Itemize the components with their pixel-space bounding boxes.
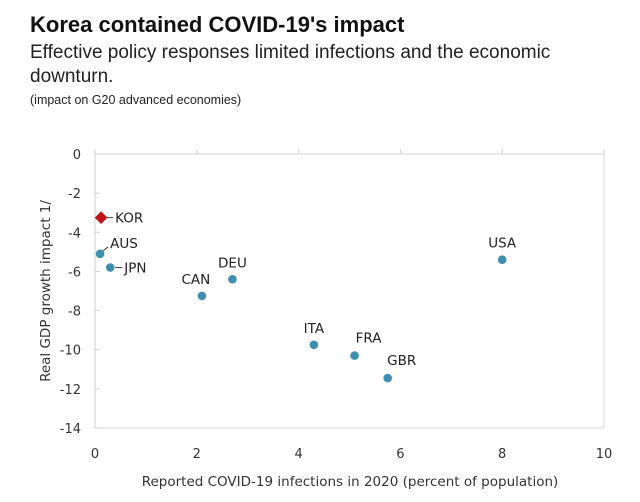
x-tick-label: 4 — [294, 447, 302, 462]
point-ita — [309, 340, 319, 350]
x-tick-label: 10 — [596, 447, 613, 462]
point-label: JPN — [123, 261, 146, 277]
y-tick-label: 0 — [73, 148, 81, 163]
point-label: AUS — [110, 236, 138, 252]
point-gbr — [383, 373, 392, 383]
y-tick-label: -14 — [60, 422, 81, 437]
point-label: FRA — [356, 331, 383, 347]
y-tick-label: -4 — [68, 226, 81, 241]
x-tick-label: 2 — [193, 447, 201, 462]
y-tick-label: -6 — [68, 265, 81, 280]
point-can — [197, 291, 207, 301]
point-label: KOR — [115, 211, 143, 227]
chart-subtitle-line-2: downturn. — [30, 66, 113, 87]
leader-line — [102, 246, 109, 252]
point-label: DEU — [218, 255, 247, 271]
y-tick-label: -10 — [60, 344, 81, 359]
x-tick-label: 6 — [396, 447, 404, 462]
point-label: USA — [488, 236, 517, 252]
chart-subtitle-line-1: Effective policy responses limited infec… — [30, 42, 550, 63]
y-tick-label: -2 — [68, 187, 81, 202]
point-aus — [95, 249, 105, 259]
point-fra — [350, 351, 359, 360]
point-label: ITA — [304, 321, 325, 337]
point-kor — [94, 211, 108, 224]
x-tick-label: 8 — [498, 447, 506, 462]
y-axis-label: Real GDP growth impact 1/ — [38, 200, 54, 382]
point-deu — [228, 274, 237, 284]
chart-note: (impact on G20 advanced economies) — [30, 93, 241, 107]
y-tick-label: -12 — [60, 383, 81, 398]
x-axis-label: Reported COVID-19 infections in 2020 (pe… — [142, 474, 559, 490]
chart-title: Korea contained COVID-19's impact — [30, 12, 405, 37]
axes: 0 2 4 6 8 10 0 -2 -4 -6 -8 -10 -12 -14 — [60, 148, 613, 462]
point-label: GBR — [387, 353, 416, 369]
point-jpn — [105, 263, 115, 272]
point-label: CAN — [182, 272, 211, 288]
point-usa — [497, 255, 507, 264]
y-tick-label: -8 — [68, 305, 81, 320]
x-tick-label: 0 — [91, 447, 99, 462]
